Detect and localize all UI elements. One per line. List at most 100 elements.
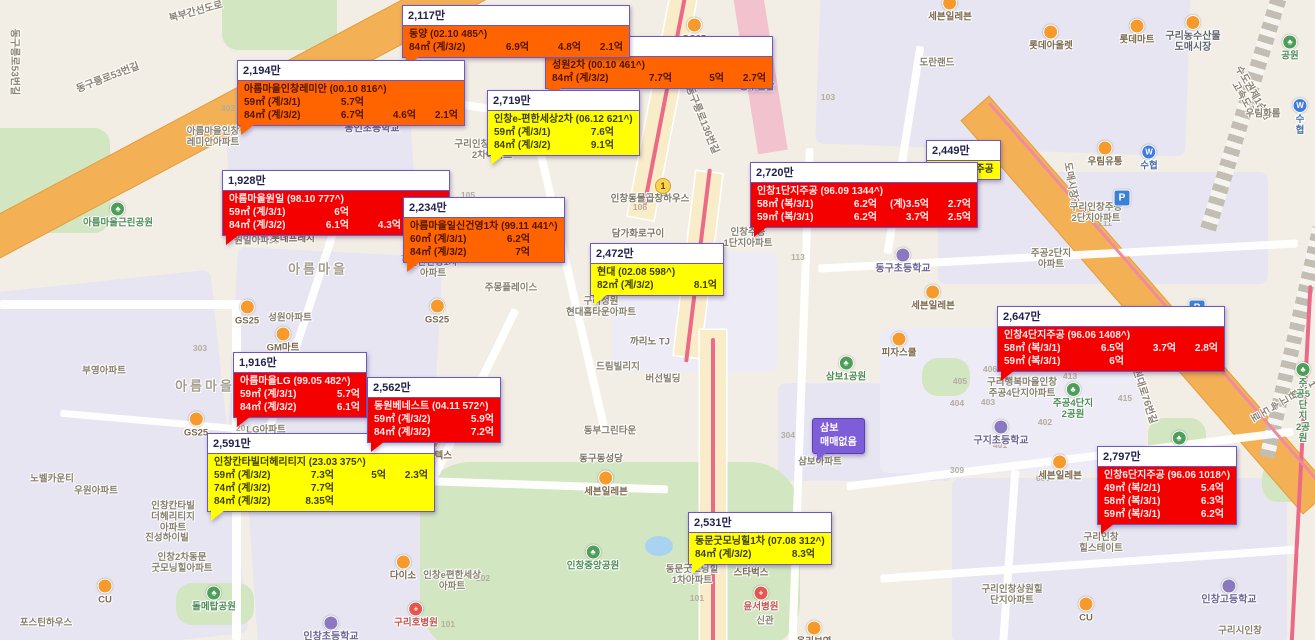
map-label-park[interactable]: ♣ 아름마을근린공원: [83, 201, 153, 229]
map-label-store[interactable]: CU: [1078, 596, 1094, 624]
map-label-school[interactable]: 구지초등학교: [973, 419, 1029, 447]
price-callout[interactable]: 2,647만 인창4단지주공 (96.06 1408^) 58㎡ (복/3/1) 6.…: [997, 306, 1225, 381]
map-label-apt: 아름마을인창 레미안아파트: [187, 126, 239, 148]
map-label-bank[interactable]: W 수협: [1292, 98, 1308, 136]
map-label-store[interactable]: GM마트: [266, 326, 300, 354]
building-number: 105: [460, 190, 476, 200]
callout-size-type: 59㎡ (복/3/1): [757, 212, 814, 223]
map-label-road: 동구릉로136번길: [683, 85, 720, 156]
map-label-text: LG아파트: [246, 424, 286, 436]
map-label-park[interactable]: ♣ 주공4단지 2공원: [1053, 382, 1093, 420]
no-listing-badge[interactable]: 삼보 매매없음: [812, 418, 865, 461]
callout-price-row: 59㎡ (계/3/1) 5.7억: [240, 388, 360, 401]
price-callout[interactable]: 2,117만 동양 (02.10 485^) 84㎡ (계/3/2) 6.9억 4.8억…: [402, 5, 630, 67]
map-label-text: 수협: [1295, 114, 1305, 136]
map-label-store[interactable]: CU: [97, 578, 113, 606]
callout-price-row: 58㎡ (복/3/1) 6.2억 (계)3.5억 2.7억: [757, 198, 971, 211]
callout-apartment-name: 인창6단지주공 (96.06 1018^): [1104, 470, 1231, 481]
callout-price-value: 7.2억: [470, 427, 494, 438]
price-callout[interactable]: 2,591만 인창칸타빌더헤리티지 (23.03 375^) 59㎡ (계/3/2)…: [207, 433, 435, 521]
price-callout[interactable]: 1,916만 아름마을LG (99.05 482^) 59㎡ (계/3/1) 5.7억…: [233, 352, 367, 427]
callout-apartment-name: 성원2차 (00.10 461^): [552, 60, 645, 71]
callout-size-type: 82㎡ (계/3/2): [597, 280, 654, 291]
callout-apartment-name: 아름마을일신건영1차 (99.11 441^): [410, 221, 558, 232]
store-icon: [942, 0, 958, 11]
price-callout[interactable]: 2,719만 인창e-편한세상2차 (06.12 621^) 59㎡ (계/3/1)…: [487, 90, 640, 165]
callout-price-row: 84㎡ (계/3/2) 8.3억: [695, 548, 825, 561]
map-label-hospital[interactable]: + 윤서병원: [744, 585, 778, 613]
map-label-text: 주공5단지 2공원: [1295, 378, 1311, 444]
callout-body: 아름마을일신건영1차 (99.11 441^) 60㎡ (계/3/1) 6.2억 84…: [403, 217, 565, 272]
callout-price-per-pyeong: 2,117만: [402, 5, 630, 26]
map-label-text: 구리농수산물 도매시장: [1165, 31, 1221, 53]
callout-apartment-name: 동양 (02.10 485^): [409, 29, 488, 40]
map-label-text: 인창칸타빌 더헤리티지 아파트: [151, 500, 195, 534]
map-label-text: 롯데프레시: [271, 233, 315, 245]
map-label-text: GM마트: [266, 342, 300, 354]
map-label-bank[interactable]: W 수협: [1140, 144, 1158, 172]
building-number: 415: [1117, 393, 1133, 403]
building-number: 404: [949, 398, 965, 408]
callout-price-value: 7.3억: [310, 470, 334, 481]
building-number: 101: [689, 593, 705, 603]
price-callout[interactable]: 2,797만 인창6단지주공 (96.06 1018^) 49㎡ (복/2/1) 5.…: [1097, 446, 1238, 534]
map-label-store[interactable]: 다이소: [390, 554, 416, 582]
map-label-text: 세븐일레븐: [911, 300, 955, 312]
map-label-text: 구리호병원: [394, 617, 438, 629]
map-label-store[interactable]: 롯데마트: [1120, 18, 1154, 46]
map-label-store[interactable]: 롯데아울렛: [1029, 24, 1073, 52]
map-label-store[interactable]: 세븐일레븐: [928, 0, 972, 23]
map-label-apt: 원일아파트: [234, 236, 278, 247]
map-label-poi: 담가화로구이: [612, 229, 664, 240]
map-label-park[interactable]: ♣ 돌메탑공원: [192, 585, 236, 613]
map-street: [0, 300, 248, 309]
price-callout[interactable]: 2,194만 아름마을인창레미안 (00.10 816^) 59㎡ (계/3/1) 5…: [237, 60, 465, 135]
map-label-text: 주공2단지 아파트: [1030, 248, 1072, 270]
map-label-store[interactable]: 피자스쿨: [882, 331, 916, 359]
callout-price-value: 5.7억: [336, 389, 360, 400]
map-label-park[interactable]: ♣ 주공5단지 2공원: [1295, 362, 1311, 444]
price-callout[interactable]: 2,562만 동원베네스트 (04.11 572^) 59㎡ (계/3/2) 5.9억…: [367, 377, 501, 452]
map-label-text: 동인초등학교: [344, 123, 400, 135]
map-label-school[interactable]: 동구초등학교: [875, 247, 931, 275]
map-label-apt: 버선빌딩: [646, 374, 681, 385]
store-icon: [97, 578, 113, 594]
map-label-store[interactable]: 세븐일레븐: [911, 284, 955, 312]
map-label-text: 인창주공 1단지아파트: [723, 227, 773, 249]
map-label-store[interactable]: 세븐일레븐: [584, 470, 628, 498]
building-number: 101: [440, 619, 456, 629]
map-label-text: 구리행복마을인창 주공4단지아파트: [987, 377, 1057, 399]
callout-price-row: 59㎡ (계/3/2) 7.3억 5억 2.3억: [214, 469, 428, 482]
map-label-text: 구리인창상원힐 단지아파트: [981, 584, 1043, 606]
map-label-store[interactable]: GS25: [184, 411, 208, 439]
map-label-store[interactable]: GS25: [235, 299, 259, 327]
map-label-school[interactable]: 인창고등학교: [1201, 578, 1257, 606]
map-label-apt: 우림화롬: [1246, 109, 1281, 120]
map-label-market[interactable]: 구리농수산물 도매시장: [1165, 15, 1221, 53]
map-label-store[interactable]: 우림유통: [1088, 140, 1122, 168]
price-callout[interactable]: 2,472만 현대 (02.08 598^) 82㎡ (계/3/2) 8.1억: [590, 243, 724, 305]
map-park-area: [922, 358, 970, 396]
map-label-text: 삼보아파트: [798, 456, 842, 468]
price-callout[interactable]: 2,531만 동문굿모닝힐1차 (07.08 312^) 84㎡ (계/3/2) 8.…: [688, 512, 832, 574]
map-label-store[interactable]: 세븐일레븐: [1038, 454, 1082, 482]
callout-price-value: 3.7억: [1152, 343, 1176, 354]
building-number: 103: [820, 92, 836, 102]
map-label-text: 인창e편한세상 아파트: [423, 570, 481, 592]
map-label-hospital[interactable]: + 구리호병원: [394, 601, 438, 629]
callout-size-type: 84㎡ (계/3/2): [410, 247, 467, 258]
map-label-store[interactable]: 올리브영: [797, 620, 831, 640]
map-label-text: 동구초등학교: [875, 263, 931, 275]
callout-size-type: 84㎡ (계/3/2): [552, 73, 609, 84]
parking-marker-icon[interactable]: P: [1113, 189, 1131, 207]
price-callout[interactable]: 2,234만 아름마을일신건영1차 (99.11 441^) 60㎡ (계/3/1)…: [403, 197, 565, 272]
map-label-park[interactable]: ♣ 공원: [1281, 34, 1299, 62]
map-label-park[interactable]: ♣ 삼보1공원: [826, 355, 866, 383]
map-label-park[interactable]: ♣ 인창중앙공원: [567, 544, 619, 572]
price-callout[interactable]: 2,720만 인창1단지주공 (96.09 1344^) 58㎡ (복/3/1) 6.…: [750, 162, 978, 237]
map-label-text: 도란랜드: [919, 57, 955, 69]
map-label-apt: 주공2단지 아파트: [1031, 248, 1071, 270]
map-label-store[interactable]: GS25: [425, 298, 449, 326]
map-label-school[interactable]: 인창초등학교: [303, 615, 359, 640]
